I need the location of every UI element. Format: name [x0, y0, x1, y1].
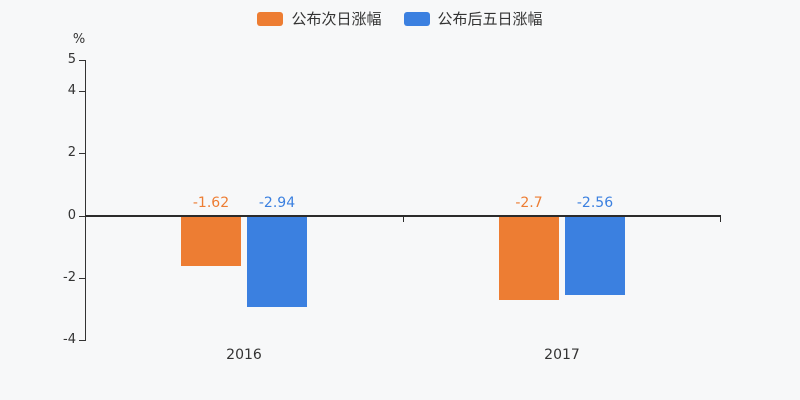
y-tick-label--2: -2	[63, 270, 76, 285]
chart-legend: 公布次日涨幅 公布后五日涨幅	[0, 8, 800, 29]
y-tick-mark-4	[79, 91, 85, 92]
y-tick-mark-5	[79, 60, 85, 61]
bar-2017-series0	[499, 217, 559, 300]
y-axis-unit-label: %	[72, 32, 86, 47]
value-label-2017-series0: -2.7	[515, 195, 543, 211]
legend-label-next-day-change: 公布次日涨幅	[291, 10, 382, 28]
legend-item-next-day-change: 公布次日涨幅	[257, 8, 382, 29]
y-tick-mark-0	[79, 216, 85, 217]
y-tick-mark-2	[79, 153, 85, 154]
legend-item-five-day-change: 公布后五日涨幅	[403, 8, 543, 29]
x-category-label-2016: 2016	[226, 347, 262, 363]
bar-2016-series1	[247, 217, 307, 307]
x-axis-zero-line	[85, 215, 721, 217]
y-tick-mark--4	[79, 340, 85, 341]
legend-swatch-five-day-change	[403, 11, 430, 26]
y-tick-label-5: 5	[67, 52, 76, 67]
y-tick-label-0: 0	[67, 208, 76, 223]
y-tick-mark--2	[79, 278, 85, 279]
legend-label-five-day-change: 公布后五日涨幅	[437, 10, 543, 28]
x-tick-mark-1	[403, 217, 404, 222]
bar-2017-series1	[565, 217, 625, 295]
value-label-2016-series1: -2.94	[258, 195, 296, 211]
x-tick-mark-2	[720, 217, 721, 222]
bar-2016-series0	[181, 217, 241, 266]
x-category-label-2017: 2017	[544, 347, 580, 363]
y-tick-label-4: 4	[67, 83, 76, 98]
legend-swatch-next-day-change	[257, 11, 284, 26]
value-label-2016-series0: -1.62	[192, 195, 230, 211]
value-label-2017-series1: -2.56	[576, 195, 614, 211]
y-axis-line	[85, 60, 86, 341]
y-tick-label-2: 2	[67, 145, 76, 160]
y-tick-label--4: -4	[63, 332, 76, 347]
